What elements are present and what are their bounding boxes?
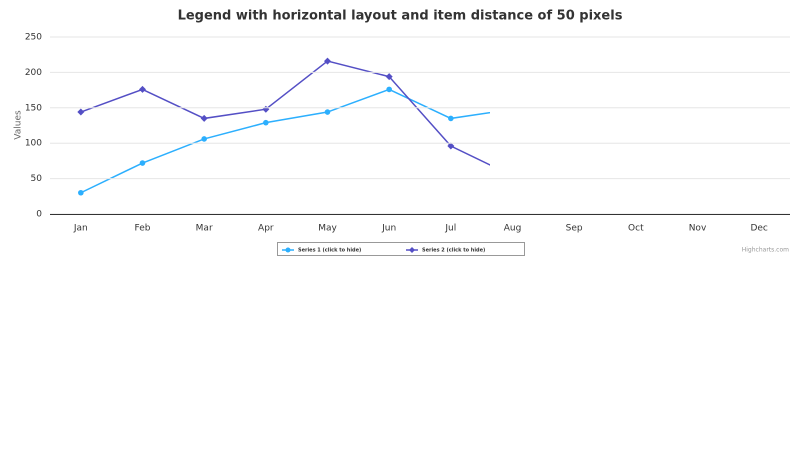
x-tick-label: May <box>318 224 337 234</box>
legend-symbol <box>285 247 291 253</box>
x-tick-label: Feb <box>135 224 151 234</box>
legend-item[interactable]: Series 1 (click to hide) <box>298 248 361 254</box>
y-tick-label: 200 <box>25 68 42 78</box>
y-tick-label: 150 <box>25 103 42 113</box>
point-marker <box>324 57 331 65</box>
x-tick-label: Dec <box>750 224 767 234</box>
y-tick-label: 250 <box>25 33 42 43</box>
y-tick-label: 100 <box>25 139 42 149</box>
legend-symbol <box>409 247 415 253</box>
credits[interactable]: Highcharts.com <box>742 247 789 254</box>
y-tick-label: 50 <box>31 174 43 184</box>
y-tick-label: 0 <box>36 210 42 220</box>
point-marker <box>201 136 207 142</box>
x-tick-label: Nov <box>689 224 707 234</box>
legend-item[interactable]: Series 2 (click to hide) <box>422 248 485 254</box>
x-tick-label: Apr <box>258 224 274 234</box>
point-marker <box>386 86 392 93</box>
x-tick-label: Jun <box>381 224 396 234</box>
legend-box <box>277 242 525 256</box>
point-marker <box>263 119 269 126</box>
chart-title: Legend with horizontal layout and item d… <box>178 9 623 24</box>
point-marker <box>77 108 85 116</box>
point-marker <box>447 142 455 150</box>
plot-area <box>77 57 490 196</box>
point-marker <box>78 189 84 196</box>
point-marker <box>200 114 208 122</box>
x-tick-label: Aug <box>504 224 522 234</box>
x-tick-label: Jul <box>444 224 456 234</box>
point-marker <box>385 73 393 81</box>
point-marker <box>324 109 331 115</box>
point-marker <box>139 85 146 93</box>
point-marker <box>139 160 146 166</box>
x-tick-label: Jan <box>73 224 88 234</box>
x-tick-label: Mar <box>196 224 213 234</box>
series-line <box>80 88 490 194</box>
x-tick-label: Sep <box>566 224 583 234</box>
x-tick-label: Oct <box>628 224 644 234</box>
series-line <box>80 60 490 166</box>
point-marker <box>448 115 454 122</box>
y-axis-title: Values <box>14 110 24 140</box>
